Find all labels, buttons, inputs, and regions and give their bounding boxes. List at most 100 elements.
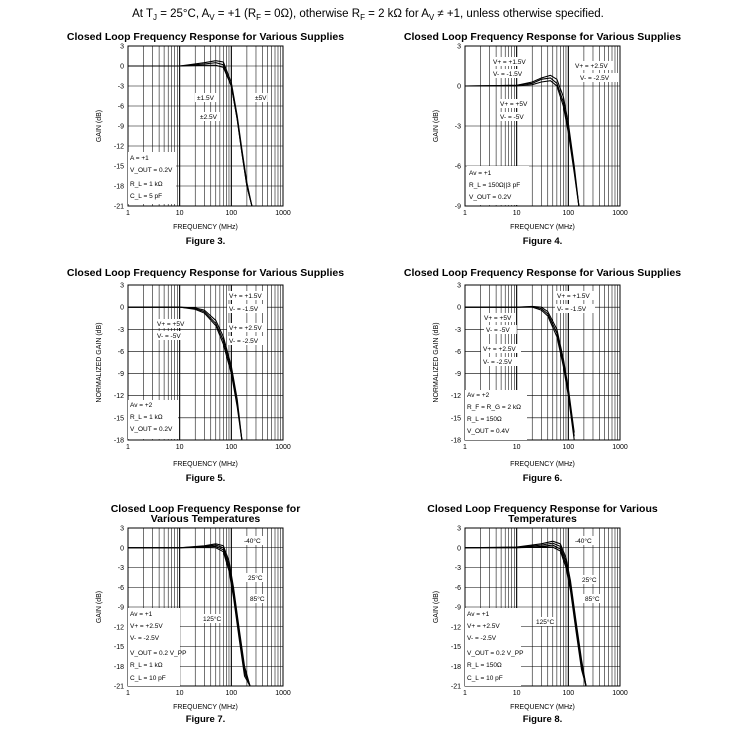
- condition-label: V- = -2.5V: [130, 635, 160, 642]
- x-tick-label: 10: [513, 210, 521, 217]
- x-tick-label: 1: [126, 210, 130, 217]
- x-tick-label: 1000: [275, 210, 291, 217]
- y-tick-label: 3: [457, 526, 461, 533]
- y-tick-label: 0: [457, 305, 461, 312]
- condition-label: R_L = 150Ω: [467, 416, 502, 423]
- condition-label: V_OUT = 0.4V: [467, 428, 510, 435]
- header-run: At T: [132, 8, 153, 20]
- plot-frame: [464, 284, 621, 441]
- header-run: F: [256, 13, 261, 22]
- annotation-bg: [481, 344, 521, 353]
- series-group: [128, 543, 251, 687]
- annotation-bg: [253, 93, 268, 102]
- chart-title: Closed Loop Frequency Response for Vario…: [67, 267, 344, 279]
- series-annotation: 125°C: [536, 618, 554, 626]
- x-tick-label: 1: [463, 690, 467, 697]
- x-axis-label: FREQUENCY (MHz): [173, 224, 238, 231]
- chart-title: Closed Loop Frequency Response for Vario…: [404, 267, 681, 279]
- condition-label: V- = -2.5V: [467, 635, 497, 642]
- y-tick-label: -3: [118, 565, 124, 572]
- series-line: [464, 74, 580, 207]
- x-tick-label: 1000: [275, 690, 291, 697]
- condition-label: C_L = 5 pF: [130, 193, 162, 200]
- chart-title: Closed Loop Frequency Response for Vario…: [67, 31, 344, 43]
- x-axis-label: FREQUENCY (MHz): [173, 461, 238, 468]
- series-annotation: V+ = +1.5V: [229, 293, 262, 300]
- header-run: = 25°C, A: [157, 8, 210, 20]
- series-group: [128, 60, 256, 207]
- condition-label: Av = +2: [130, 402, 153, 409]
- condition-label: V_OUT = 0.2 V_PP: [130, 650, 186, 657]
- series-annotation: 85°C: [585, 595, 600, 603]
- annotation-bg: [484, 325, 517, 334]
- x-axis-label: FREQUENCY (MHz): [510, 704, 575, 711]
- annotation-bg: [242, 536, 264, 545]
- series-annotation: V+ = +2.5V: [229, 325, 262, 332]
- annotation-bg: [482, 313, 515, 322]
- x-tick-label: 100: [562, 444, 574, 451]
- y-tick-label: -21: [451, 684, 461, 691]
- plot-frame: [464, 527, 621, 687]
- y-tick-label: 3: [120, 526, 124, 533]
- series-annotation: V+ = +1.5V: [493, 59, 526, 66]
- series-annotation: ±1.5V: [197, 95, 215, 102]
- annotation-bg: [583, 594, 602, 603]
- y-tick-label: -18: [451, 438, 461, 445]
- y-tick-label: -21: [114, 204, 124, 211]
- condition-label: C_L = 10 pF: [467, 675, 503, 682]
- annotation-bg: [227, 323, 267, 332]
- series-line: [128, 546, 251, 687]
- x-tick-label: 1000: [612, 690, 628, 697]
- figure-caption: Figure 6.: [523, 473, 563, 484]
- y-tick-label: 3: [457, 44, 461, 51]
- y-tick-label: -21: [114, 684, 124, 691]
- x-axis-label: FREQUENCY (MHz): [510, 461, 575, 468]
- header-run: V: [429, 13, 435, 22]
- y-tick-label: -9: [118, 124, 124, 131]
- condition-label: R_F = R_G = 2 kΩ: [467, 404, 521, 411]
- x-tick-label: 10: [176, 444, 184, 451]
- chart-fig8: Closed Loop Frequency Response for Vario…: [427, 503, 658, 725]
- plot-frame: [464, 45, 621, 207]
- plot-frame: [127, 284, 284, 441]
- chart-fig3: Closed Loop Frequency Response for Vario…: [67, 31, 344, 247]
- y-tick-label: -6: [118, 104, 124, 111]
- figure-caption: Figure 3.: [186, 236, 226, 247]
- y-tick-label: -15: [114, 415, 124, 422]
- chart-title: Temperatures: [508, 513, 577, 525]
- x-tick-label: 10: [176, 210, 184, 217]
- conditions-box: [465, 390, 527, 440]
- condition-label: R_L = 150Ω: [467, 662, 502, 669]
- series-annotation: V+ = +5V: [484, 315, 512, 322]
- y-tick-label: -9: [455, 605, 461, 612]
- y-tick-label: -3: [118, 84, 124, 91]
- series-line: [128, 60, 256, 207]
- condition-label: Av = +1: [469, 170, 492, 177]
- y-tick-label: -6: [455, 349, 461, 356]
- y-tick-label: 0: [457, 84, 461, 91]
- y-tick-label: -6: [455, 164, 461, 171]
- annotation-bg: [227, 336, 267, 345]
- y-axis-label: GAIN (dB): [433, 591, 440, 623]
- x-tick-label: 100: [225, 444, 237, 451]
- x-tick-label: 100: [225, 210, 237, 217]
- condition-label: R_L = 150Ω||3 pF: [469, 182, 520, 189]
- annotation-bg: [248, 594, 267, 603]
- y-tick-label: -15: [114, 644, 124, 651]
- y-tick-label: -12: [451, 393, 461, 400]
- charts-container: Closed Loop Frequency Response for Vario…: [67, 31, 681, 725]
- y-axis-label: NORMALIZED GAIN (dB): [433, 322, 440, 402]
- annotation-bg: [491, 57, 531, 66]
- series-annotation: V- = -5V: [157, 333, 181, 340]
- series-group: [128, 306, 243, 441]
- annotation-bg: [498, 112, 531, 121]
- series-annotation: 125°C: [203, 615, 221, 623]
- y-tick-label: -9: [118, 605, 124, 612]
- x-tick-label: 100: [562, 690, 574, 697]
- condition-label: V_OUT = 0.2V: [130, 167, 173, 174]
- condition-label: V+ = +2.5V: [467, 623, 500, 630]
- y-axis-label: GAIN (dB): [96, 110, 103, 142]
- series-annotation: V- = -1.5V: [557, 306, 587, 313]
- x-tick-label: 1000: [612, 444, 628, 451]
- x-tick-label: 1000: [275, 444, 291, 451]
